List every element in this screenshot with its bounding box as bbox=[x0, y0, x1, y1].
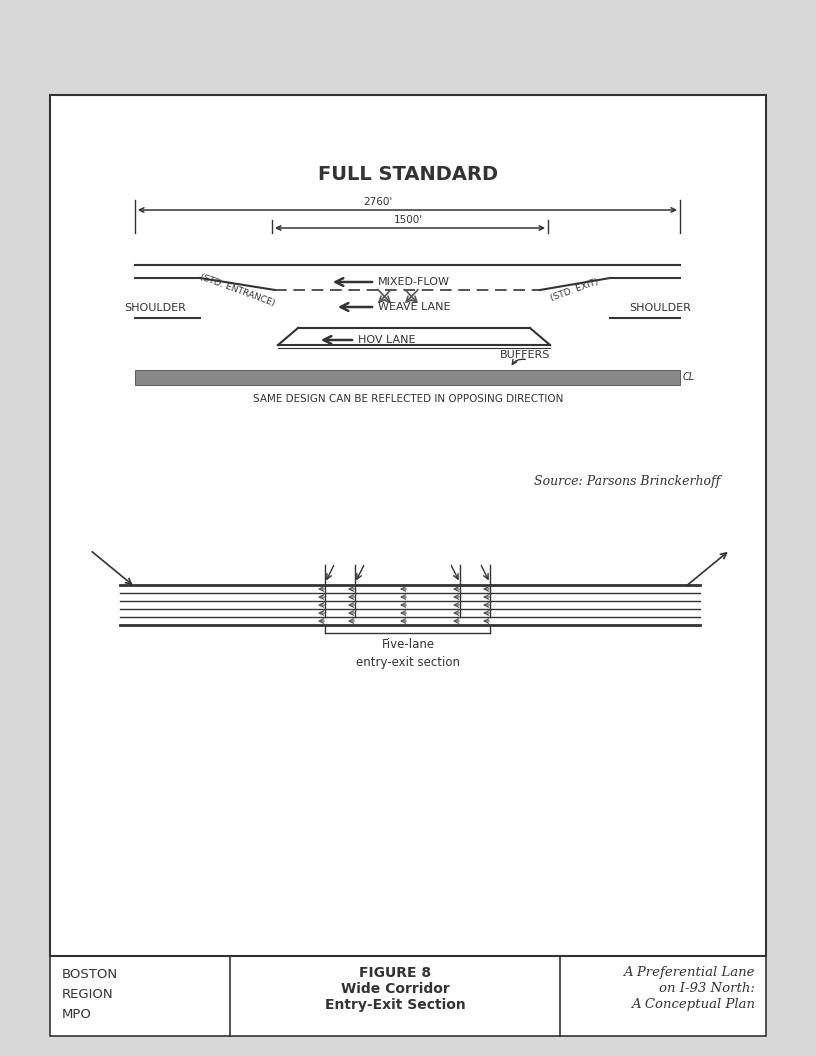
Bar bbox=[50, 95, 766, 956]
Text: (STD. ENTRANCE): (STD. ENTRANCE) bbox=[198, 272, 276, 307]
Text: A Conceptual Plan: A Conceptual Plan bbox=[631, 998, 755, 1011]
Text: on I-93 North:: on I-93 North: bbox=[659, 982, 755, 995]
Text: CL: CL bbox=[683, 373, 695, 382]
Text: SHOULDER: SHOULDER bbox=[124, 303, 186, 313]
Text: Entry-Exit Section: Entry-Exit Section bbox=[325, 998, 465, 1012]
Text: HOV LANE: HOV LANE bbox=[358, 335, 415, 345]
Bar bbox=[50, 956, 766, 1036]
Text: FULL STANDARD: FULL STANDARD bbox=[318, 165, 498, 184]
Text: 1500': 1500' bbox=[393, 215, 423, 225]
Text: 2760': 2760' bbox=[363, 197, 392, 207]
Text: FIGURE 8: FIGURE 8 bbox=[359, 966, 431, 980]
Text: SAME DESIGN CAN BE REFLECTED IN OPPOSING DIRECTION: SAME DESIGN CAN BE REFLECTED IN OPPOSING… bbox=[253, 394, 563, 404]
Text: A Preferential Lane: A Preferential Lane bbox=[623, 966, 755, 979]
Text: BUFFERS: BUFFERS bbox=[500, 350, 550, 360]
Text: BOSTON
REGION
MPO: BOSTON REGION MPO bbox=[62, 968, 118, 1021]
Text: WEAVE LANE: WEAVE LANE bbox=[378, 302, 450, 312]
Text: MIXED-FLOW: MIXED-FLOW bbox=[378, 277, 450, 287]
Text: SHOULDER: SHOULDER bbox=[629, 303, 691, 313]
Bar bbox=[135, 370, 680, 385]
Text: Wide Corridor: Wide Corridor bbox=[340, 982, 450, 996]
Text: Source: Parsons Brinckerhoff: Source: Parsons Brinckerhoff bbox=[534, 475, 720, 488]
Bar bbox=[50, 95, 766, 956]
Text: Five-lane
entry-exit section: Five-lane entry-exit section bbox=[356, 638, 460, 670]
Text: (STD. EXIT): (STD. EXIT) bbox=[550, 277, 601, 303]
